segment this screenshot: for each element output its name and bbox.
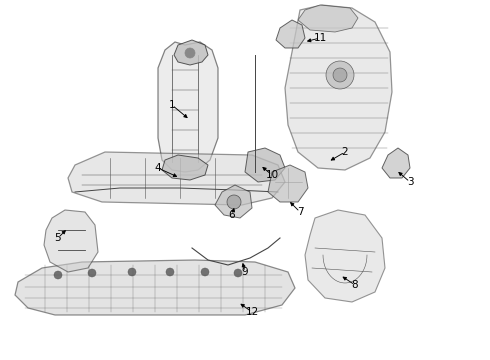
Circle shape (227, 195, 241, 209)
Text: 3: 3 (407, 177, 413, 187)
Circle shape (88, 269, 96, 277)
Polygon shape (215, 185, 252, 218)
Polygon shape (276, 20, 305, 48)
Polygon shape (158, 42, 218, 172)
Text: 10: 10 (266, 170, 278, 180)
Text: 5: 5 (55, 233, 61, 243)
Text: 2: 2 (342, 147, 348, 157)
Polygon shape (162, 155, 208, 180)
Polygon shape (174, 40, 208, 65)
Polygon shape (44, 210, 98, 272)
Polygon shape (305, 210, 385, 302)
Polygon shape (15, 260, 295, 315)
Text: 8: 8 (352, 280, 358, 290)
Text: 9: 9 (242, 267, 248, 277)
Text: 12: 12 (245, 307, 259, 317)
Circle shape (166, 268, 174, 276)
Circle shape (326, 61, 354, 89)
Text: 6: 6 (229, 210, 235, 220)
Circle shape (201, 268, 209, 276)
Circle shape (185, 48, 195, 58)
Polygon shape (285, 5, 392, 170)
Polygon shape (298, 5, 358, 32)
Circle shape (128, 268, 136, 276)
Circle shape (54, 271, 62, 279)
Polygon shape (268, 165, 308, 202)
Circle shape (234, 269, 242, 277)
Text: 4: 4 (155, 163, 161, 173)
Polygon shape (245, 148, 285, 182)
Text: 11: 11 (314, 33, 327, 43)
Polygon shape (382, 148, 410, 178)
Circle shape (333, 68, 347, 82)
Text: 7: 7 (296, 207, 303, 217)
Polygon shape (68, 152, 285, 205)
Text: 1: 1 (169, 100, 175, 110)
